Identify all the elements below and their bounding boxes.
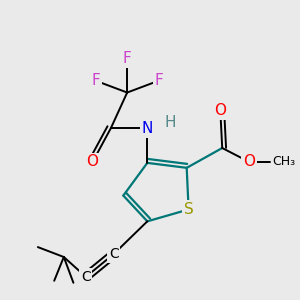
Text: O: O: [87, 154, 99, 169]
Text: O: O: [214, 103, 226, 118]
Text: F: F: [123, 51, 131, 66]
Text: CH₃: CH₃: [272, 155, 295, 168]
Text: F: F: [154, 73, 163, 88]
Text: O: O: [243, 154, 255, 169]
Text: C: C: [81, 270, 91, 284]
Text: H: H: [165, 115, 176, 130]
Text: C: C: [109, 247, 118, 261]
Text: S: S: [184, 202, 194, 217]
Text: N: N: [142, 121, 153, 136]
Text: F: F: [91, 73, 100, 88]
